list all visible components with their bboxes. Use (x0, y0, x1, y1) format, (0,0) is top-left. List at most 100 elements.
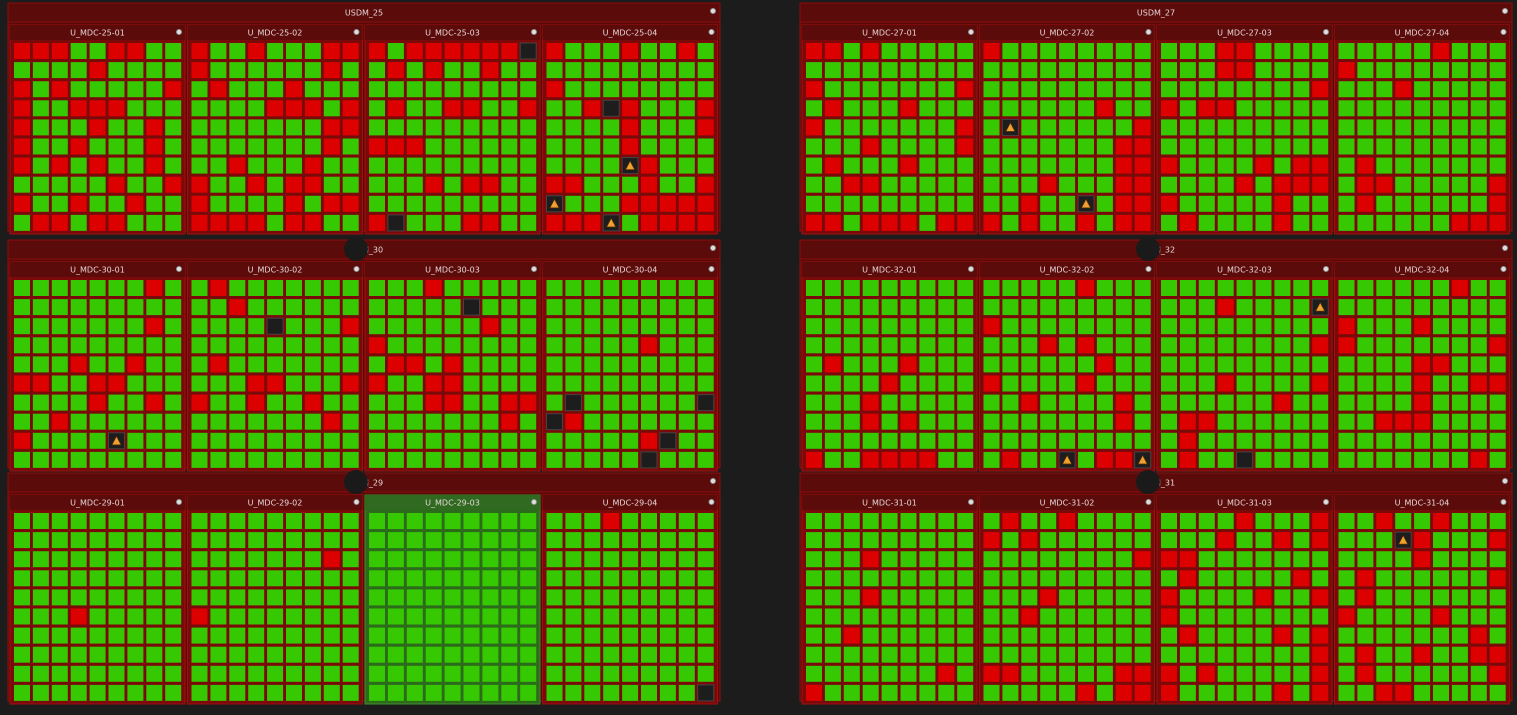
status-cell[interactable] (267, 532, 284, 549)
status-cell[interactable] (425, 138, 442, 155)
status-cell[interactable] (127, 62, 144, 79)
status-cell[interactable] (1096, 570, 1113, 587)
status-cell[interactable] (546, 570, 563, 587)
status-cell[interactable] (32, 684, 49, 701)
status-cell[interactable] (881, 684, 898, 701)
status-cell[interactable] (678, 684, 695, 701)
status-cell[interactable] (342, 176, 359, 193)
status-cell[interactable] (546, 608, 563, 625)
status-cell[interactable] (463, 195, 480, 212)
status-cell[interactable] (678, 627, 695, 644)
status-cell[interactable] (229, 62, 246, 79)
status-cell[interactable] (938, 375, 955, 392)
status-cell[interactable] (1414, 337, 1431, 354)
status-cell[interactable] (267, 119, 284, 136)
status-cell[interactable] (843, 589, 860, 606)
status-cell[interactable] (983, 608, 1000, 625)
status-cell[interactable] (70, 608, 87, 625)
status-cell[interactable] (806, 646, 822, 663)
status-cell[interactable] (919, 589, 936, 606)
status-cell[interactable] (444, 570, 461, 587)
status-cell[interactable] (1451, 570, 1468, 587)
status-cell[interactable] (1002, 589, 1019, 606)
status-cell[interactable] (659, 299, 676, 316)
status-cell[interactable] (70, 62, 87, 79)
status-cell[interactable] (957, 81, 974, 98)
status-cell[interactable] (229, 43, 246, 59)
status-cell[interactable] (1255, 356, 1272, 373)
status-cell[interactable] (501, 100, 518, 117)
status-cell[interactable] (304, 513, 321, 529)
status-cell[interactable] (843, 43, 860, 59)
status-cell[interactable] (127, 394, 144, 411)
status-cell[interactable] (387, 627, 404, 644)
status-cell[interactable] (286, 394, 302, 411)
status-cell[interactable] (641, 608, 657, 625)
status-cell[interactable] (1115, 138, 1132, 155)
status-cell[interactable] (1198, 337, 1215, 354)
status-cell[interactable] (191, 394, 208, 411)
status-cell[interactable] (1395, 138, 1412, 155)
status-cell[interactable] (463, 684, 480, 701)
status-cell[interactable] (1376, 627, 1393, 644)
gear-icon[interactable] (710, 477, 717, 484)
status-cell[interactable] (983, 81, 1000, 98)
status-cell[interactable] (900, 413, 917, 430)
status-cell[interactable] (323, 43, 340, 59)
status-cell[interactable] (14, 176, 30, 193)
status-cell[interactable] (89, 665, 106, 682)
status-cell[interactable] (881, 62, 898, 79)
status-cell[interactable] (323, 62, 340, 79)
status-cell[interactable] (248, 589, 265, 606)
status-cell[interactable] (406, 665, 423, 682)
status-cell[interactable] (1470, 627, 1487, 644)
status-cell[interactable] (843, 513, 860, 529)
status-cell[interactable] (229, 356, 246, 373)
status-cell[interactable] (1096, 195, 1113, 212)
status-cell[interactable] (1059, 280, 1076, 296)
status-cell[interactable] (1312, 119, 1329, 136)
status-cell[interactable] (983, 356, 1000, 373)
status-cell[interactable] (32, 451, 49, 468)
status-cell[interactable] (659, 608, 676, 625)
status-cell[interactable] (1078, 375, 1094, 392)
status-cell[interactable] (900, 337, 917, 354)
status-cell[interactable] (425, 337, 442, 354)
status-cell[interactable] (1217, 318, 1234, 335)
status-cell[interactable] (1376, 318, 1393, 335)
status-cell[interactable] (267, 176, 284, 193)
status-cell[interactable] (1198, 413, 1215, 430)
status-cell[interactable] (387, 214, 405, 232)
status-cell[interactable] (1395, 43, 1412, 59)
status-cell[interactable] (641, 513, 657, 529)
status-cell[interactable] (70, 176, 87, 193)
status-cell[interactable] (1021, 532, 1038, 549)
status-cell[interactable] (1451, 138, 1468, 155)
status-cell[interactable] (248, 337, 265, 354)
status-cell[interactable] (191, 513, 208, 529)
status-cell[interactable] (678, 280, 695, 296)
status-cell[interactable] (323, 608, 340, 625)
status-cell[interactable] (304, 318, 321, 335)
status-cell[interactable] (565, 532, 582, 549)
status-cell[interactable] (983, 318, 1000, 335)
status-cell[interactable] (70, 627, 87, 644)
status-cell[interactable] (1255, 684, 1272, 701)
status-cell[interactable] (32, 81, 49, 98)
status-cell[interactable] (1255, 394, 1272, 411)
status-cell[interactable] (824, 646, 841, 663)
status-cell[interactable] (444, 337, 461, 354)
status-cell[interactable] (957, 684, 974, 701)
status-cell[interactable] (938, 684, 955, 701)
status-cell[interactable] (70, 43, 87, 59)
status-cell[interactable] (1470, 100, 1487, 117)
status-cell[interactable] (641, 214, 657, 231)
status-cell[interactable] (603, 532, 620, 549)
status-cell[interactable] (1078, 318, 1094, 335)
status-cell[interactable] (387, 119, 404, 136)
status-cell[interactable] (406, 176, 423, 193)
status-cell[interactable] (248, 608, 265, 625)
status-cell[interactable] (900, 646, 917, 663)
status-cell[interactable] (1470, 318, 1487, 335)
status-cell[interactable] (584, 432, 601, 449)
